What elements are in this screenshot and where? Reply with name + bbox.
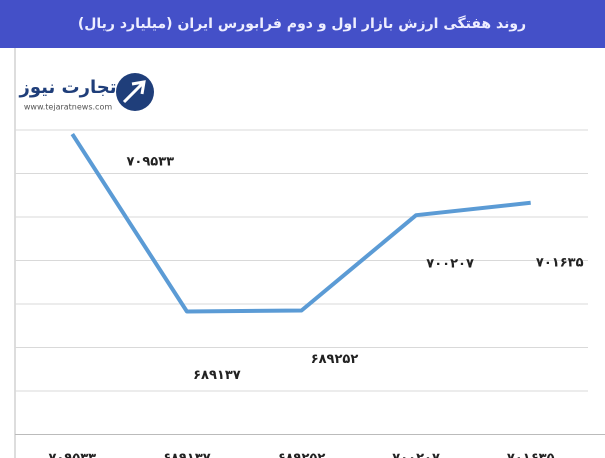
data-label: ۶۸۹۱۳۷ <box>193 368 241 383</box>
x-tick-label: ۶۸۹۱۳۷ <box>163 451 211 458</box>
chart-title: روند هفتگی ارزش بازار اول و دوم فرابورس … <box>78 15 526 32</box>
data-label: ۷۰۰۲۰۷ <box>426 257 474 272</box>
x-tick-label: ۷۰۹۵۳۳ <box>48 451 96 458</box>
logo: تجارت نیوز www.tejaratnews.com <box>19 73 154 112</box>
logo-text: تجارت نیوز <box>19 77 117 98</box>
logo-url: www.tejaratnews.com <box>24 103 112 112</box>
data-label: ۷۰۱۶۳۵ <box>536 255 584 270</box>
x-tick-label: ۷۰۰۲۰۷ <box>392 451 440 458</box>
data-label: ۶۸۹۲۵۲ <box>311 352 359 367</box>
data-label: ۷۰۹۵۳۳ <box>126 155 174 170</box>
logo-arrow <box>122 80 146 104</box>
x-tick-label: ۶۸۹۲۵۲ <box>278 451 326 458</box>
x-tick-label: ۷۰۱۶۳۵ <box>507 451 555 458</box>
header-bar <box>0 0 605 48</box>
line <box>70 132 531 314</box>
